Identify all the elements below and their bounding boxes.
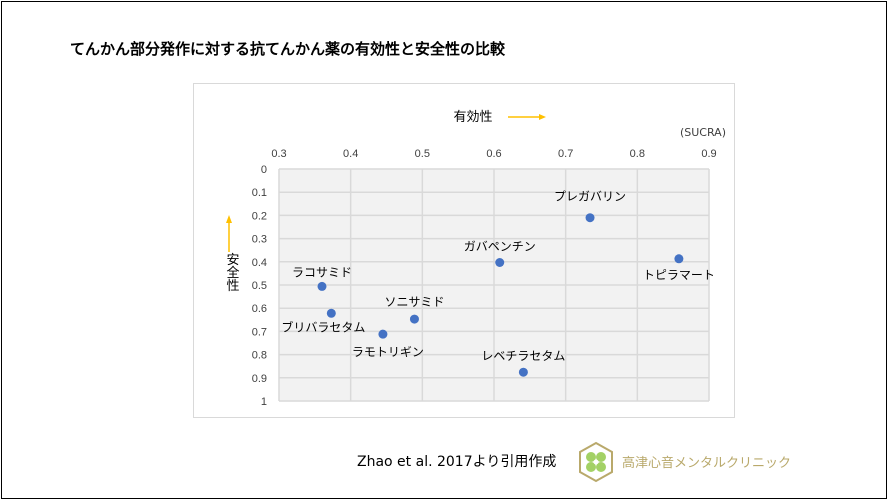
- y-tick-label: 0.2: [252, 210, 267, 222]
- y-tick-label: 0.8: [252, 350, 267, 362]
- x-tick-label: 0.9: [701, 148, 716, 160]
- data-point: [326, 308, 336, 318]
- data-label: ラモトリギン: [352, 345, 424, 359]
- clinic-logo-icon: [579, 441, 613, 483]
- arrow-up-icon: [226, 215, 232, 223]
- data-point: [674, 254, 684, 264]
- data-point: [317, 281, 327, 291]
- data-label: トピラマート: [643, 268, 715, 282]
- chart-area: [193, 83, 735, 418]
- y-axis-label: 安全性: [224, 253, 240, 292]
- slide-title: てんかん部分発作に対する抗てんかん薬の有効性と安全性の比較: [70, 40, 506, 58]
- x-tick-label: 0.5: [415, 148, 430, 160]
- y-tick-label: 0.1: [252, 187, 267, 199]
- x-tick-label: 0.6: [486, 148, 501, 160]
- x-axis-label: 有効性: [453, 110, 492, 125]
- data-point: [518, 367, 528, 377]
- y-tick-label: 0.5: [252, 280, 267, 292]
- x-tick-label: 0.7: [558, 148, 573, 160]
- x-tick-label: 0.4: [343, 148, 358, 160]
- y-tick-label: 0.7: [252, 326, 267, 338]
- y-tick-label: 0: [261, 164, 267, 176]
- y-tick-label: 0.3: [252, 234, 267, 246]
- data-point: [378, 329, 388, 339]
- data-label: ブリバラセタム: [281, 319, 365, 334]
- data-point: [495, 257, 505, 267]
- x-tick-label: 0.8: [630, 148, 645, 160]
- data-point: [585, 213, 595, 223]
- data-label: プレガバリン: [554, 190, 626, 204]
- y-tick-label: 0.4: [252, 257, 267, 269]
- x-axis-unit: (SUCRA): [680, 126, 726, 139]
- arrow-right-icon: [539, 114, 546, 120]
- data-label: ガバペンチン: [464, 239, 536, 253]
- y-tick-label: 0.6: [252, 303, 267, 315]
- data-point: [409, 314, 419, 324]
- data-label: ソニサミド: [384, 295, 444, 309]
- y-tick-label: 0.9: [252, 373, 267, 385]
- data-label: ラコサミド: [292, 265, 352, 279]
- source-citation: Zhao et al. 2017より引用作成: [357, 454, 557, 470]
- y-tick-label: 1: [261, 396, 267, 408]
- data-label: レベチラセタム: [481, 349, 565, 363]
- clinic-name: 高津心音メンタルクリニック: [622, 456, 792, 471]
- x-tick-label: 0.3: [271, 148, 286, 160]
